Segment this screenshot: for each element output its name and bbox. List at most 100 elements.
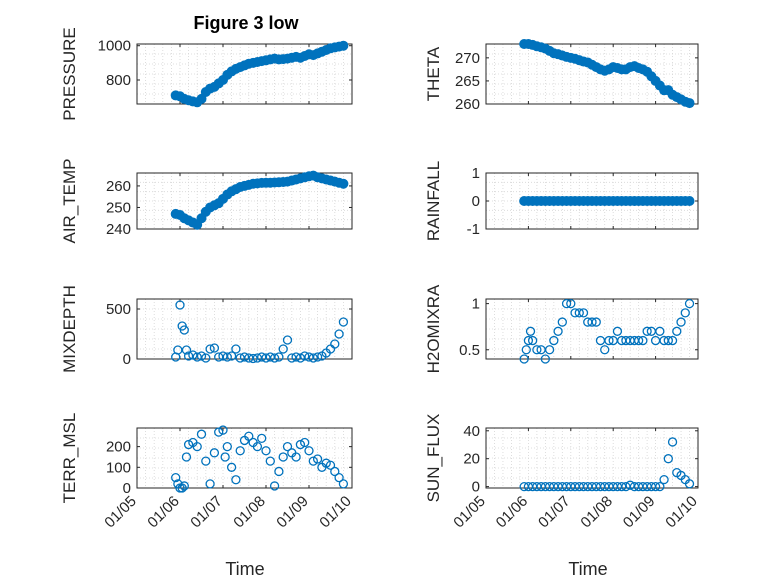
h2omixra-point (519, 354, 529, 364)
h2omixra-point (578, 308, 589, 318)
mixdepth-point (282, 335, 293, 345)
terr_msl-point (183, 439, 194, 450)
h2omixra-axes-box (485, 298, 699, 360)
air_temp-axes-box (136, 172, 353, 230)
terr_msl-ytick-label: 0 (123, 480, 131, 497)
theta-axes-box (485, 43, 699, 105)
h2omixra-point (553, 326, 563, 336)
air_temp-point (338, 178, 349, 189)
sun_flux-point (659, 474, 669, 485)
terr_msl-point (205, 479, 215, 489)
mixdepth-point (222, 352, 232, 362)
terr_msl-point (295, 439, 306, 450)
air_temp-ytick-label: 240 (106, 221, 131, 238)
h2omixra-point (633, 335, 644, 346)
pressure-axes-box (136, 43, 353, 105)
pressure-point (338, 40, 349, 51)
panel-rainfall: -1 0 1 RAINFALL (424, 161, 699, 241)
mixdepth-point (248, 353, 258, 364)
sun_flux-point (667, 437, 678, 447)
h2omixra-point (655, 326, 665, 336)
terr_msl-point (252, 441, 263, 452)
terr_msl-point (300, 437, 310, 448)
terr_msl-point (308, 456, 318, 466)
h2omixra-point (604, 335, 614, 346)
terr_msl-point (282, 441, 293, 452)
mixdepth-point (334, 329, 344, 339)
sun_flux-point (625, 480, 635, 490)
theta-ytick-label: 265 (455, 73, 480, 90)
theta-point (684, 98, 695, 109)
mixdepth-ytick-label: 0 (123, 351, 131, 368)
theta-ylabel: THETA (424, 46, 443, 101)
terr_msl-point (261, 446, 271, 456)
terr_msl-point (196, 429, 207, 439)
h2omixra-point (684, 298, 695, 309)
mixdepth-point (239, 352, 250, 362)
mixdepth-point (175, 300, 185, 310)
sun_flux-point (684, 479, 695, 489)
theta-ytick-label: 260 (455, 96, 480, 113)
mixdepth-point (295, 353, 306, 363)
mixdepth-point (274, 352, 284, 362)
h2omixra-point (532, 345, 542, 355)
pressure-ylabel: PRESSURE (60, 27, 79, 121)
terr_msl-point (181, 452, 192, 462)
rainfall-point (684, 196, 695, 206)
h2omixra-point (638, 335, 648, 346)
terr_msl-point (269, 481, 280, 491)
h2omixra-point (525, 326, 536, 336)
h2omixra-point (540, 354, 551, 364)
terr_msl-point (334, 473, 344, 483)
terr_msl-point (278, 452, 288, 462)
h2omixra-point (523, 335, 534, 346)
panel-h2omixra: 0.5 1 H2OMIXRA (424, 284, 699, 373)
terr_msl-ylabel: TERR_MSL (60, 413, 79, 504)
mixdepth-point (183, 351, 194, 361)
terr_msl-point (325, 460, 336, 470)
mixdepth-point (291, 352, 301, 362)
mixdepth-point (330, 339, 340, 349)
mixdepth-point (300, 351, 310, 361)
sun_flux-point (650, 481, 661, 492)
mixdepth-point (201, 353, 211, 363)
h2omixra-point (642, 326, 652, 336)
panel-theta: 260 265 270 THETA (424, 39, 699, 113)
h2omixra-point (544, 345, 555, 355)
mixdepth-point (312, 352, 323, 362)
terr_msl-point (218, 425, 228, 435)
terr_msl-point (201, 456, 211, 466)
terr_msl-point (231, 475, 241, 485)
panel-pressure: 800 1000 PRESSURE (60, 27, 353, 121)
terr_msl-point (179, 481, 189, 491)
air_temp-ytick-label: 260 (106, 178, 131, 195)
mixdepth-point (209, 343, 220, 353)
terr_msl-axes-box (136, 427, 353, 489)
h2omixra-point (561, 298, 572, 309)
h2omixra-point (587, 317, 597, 327)
mixdepth-point (231, 344, 241, 354)
h2omixra-point (557, 317, 567, 327)
h2omixra-point (612, 326, 623, 336)
h2omixra-point (667, 335, 678, 346)
sun_flux-ylabel: SUN_FLUX (424, 414, 443, 503)
h2omixra-point (566, 298, 576, 309)
mixdepth-ylabel: MIXDEPTH (60, 285, 79, 373)
mixdepth-point (179, 325, 189, 335)
sun_flux-ytick-label: 20 (463, 451, 480, 468)
terr_msl-point (222, 441, 232, 452)
h2omixra-point (521, 345, 531, 355)
terr_msl-point (214, 427, 224, 437)
terr_msl-point (220, 452, 230, 462)
terr_msl-point (177, 483, 187, 493)
terr_msl-point (235, 446, 245, 456)
sun_flux-point (663, 454, 673, 464)
mixdepth-point (196, 351, 207, 361)
sun_flux-point (617, 481, 627, 492)
terr_msl-point (274, 466, 284, 477)
terr_msl-ytick-label: 100 (106, 459, 131, 476)
chart-title: Figure 3 low (193, 13, 299, 33)
mixdepth-point (338, 317, 349, 327)
mixdepth-point (205, 344, 215, 354)
h2omixra-point (672, 326, 682, 336)
